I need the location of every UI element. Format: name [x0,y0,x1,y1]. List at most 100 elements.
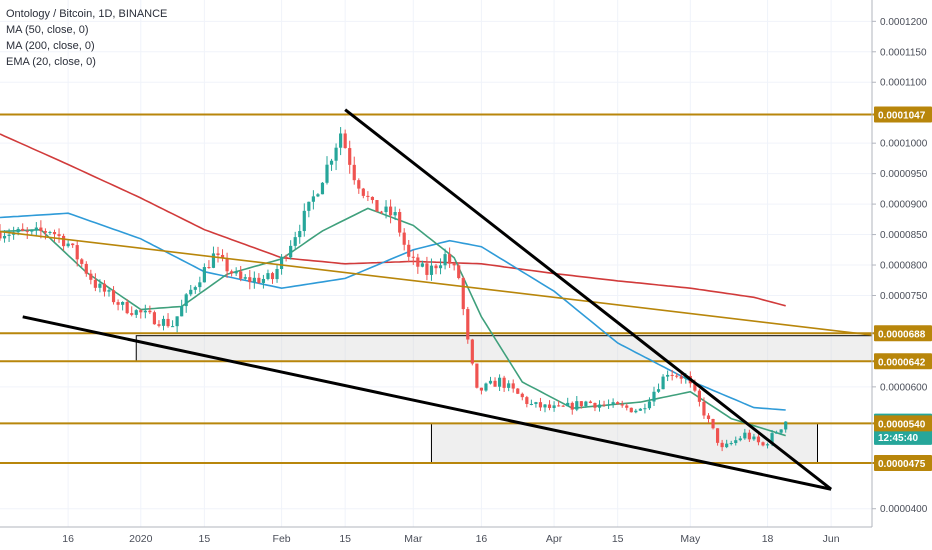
candle-body [93,279,97,288]
candle-body [370,196,375,201]
price-label-text: 0.0000688 [878,329,926,340]
y-tick-label: 0.0000850 [880,230,928,241]
candle-body [597,404,602,408]
candle-body [638,408,642,411]
candle-body [266,273,270,279]
candle-body [198,282,202,288]
chart-title: Ontology / Bitcoin, 1D, BINANCE [6,8,168,20]
indicator-ma50[interactable]: MA (50, close, 0) [6,24,89,36]
candle-body [275,269,279,280]
candle-body [711,418,715,429]
candle-body [579,401,583,407]
candle-body [134,310,138,315]
indicator-ma200[interactable]: MA (200, close, 0) [6,40,95,52]
candle-body [720,442,724,448]
candle-body [170,326,175,328]
y-tick-label: 0.0000600 [880,382,928,393]
price-label-box [874,415,932,432]
candle-body [230,271,234,274]
candle-body [16,228,20,233]
candle-body [725,443,729,448]
candle-body [575,401,579,410]
candle-body [175,316,179,327]
candle-body [25,230,29,232]
candle-body [715,428,720,443]
candle-body [166,318,170,327]
candle-body [466,309,470,340]
candle-body [484,383,488,391]
candle-body [220,254,225,259]
candle-body [393,212,397,216]
candle-body [611,402,615,405]
candle-body [30,230,34,232]
candle-body [107,290,111,292]
candle-body [511,383,515,389]
candle-body [375,200,379,212]
indicator-ema20[interactable]: EMA (20, close, 0) [6,56,96,68]
candle-body [207,267,211,269]
candle-body [479,387,484,391]
candle-body [679,376,683,379]
candle-body [488,380,493,384]
candle-body [593,402,597,408]
candle-body [534,402,538,404]
candle-body [547,404,552,408]
candle-body [743,432,747,439]
x-tick-label: Mar [404,533,423,545]
candle-body [647,401,652,409]
candle-body [43,231,48,233]
candle-body [561,405,565,407]
candle-body [52,232,57,235]
candle-body [661,376,665,390]
candle-body [329,160,334,165]
candle-body [21,228,25,231]
x-tick-label: May [680,533,701,545]
candle-body [2,235,7,239]
candle-body [588,401,593,403]
price-label-text: 0.0001047 [878,111,926,122]
candle-body [634,410,638,413]
candle-body [557,405,561,407]
x-tick-label: 18 [762,533,774,545]
candle-body [702,401,706,416]
candle-body [443,254,447,266]
y-tick-label: 0.0001100 [880,78,927,89]
candle-body [652,391,656,402]
y-tick-label: 0.0000950 [880,169,928,180]
y-tick-label: 0.0000400 [880,504,928,515]
candle-body [225,258,229,272]
candle-body [448,254,452,264]
candle-body [234,271,238,274]
candle-body [407,244,411,257]
candle-body [620,404,624,406]
candle-body [765,444,770,446]
candle-body [402,232,406,245]
price-label-text: 0.0000540 [878,419,926,430]
candle-body [116,302,120,305]
candle-body [102,283,107,292]
y-tick-label: 0.0000900 [880,200,928,211]
candle-body [438,265,443,269]
candle-body [520,393,524,398]
candle-body [543,404,547,408]
candle-body [298,231,302,238]
candle-body [379,211,384,213]
candle-body [398,212,402,233]
candle-body [75,245,79,260]
candle-body [307,201,311,211]
candle-body [629,407,633,413]
candle-body [284,256,288,258]
trendline [22,315,832,491]
candle-body [470,339,474,364]
candle-body [111,290,116,303]
candle-body [98,283,102,288]
y-tick-label: 0.0000800 [880,261,928,272]
x-tick-label: Feb [273,533,291,545]
candle-body [525,397,529,404]
zone-box [135,335,873,362]
x-tick-label: 2020 [129,533,153,545]
candle-body [343,133,347,149]
candle-body [675,375,679,377]
